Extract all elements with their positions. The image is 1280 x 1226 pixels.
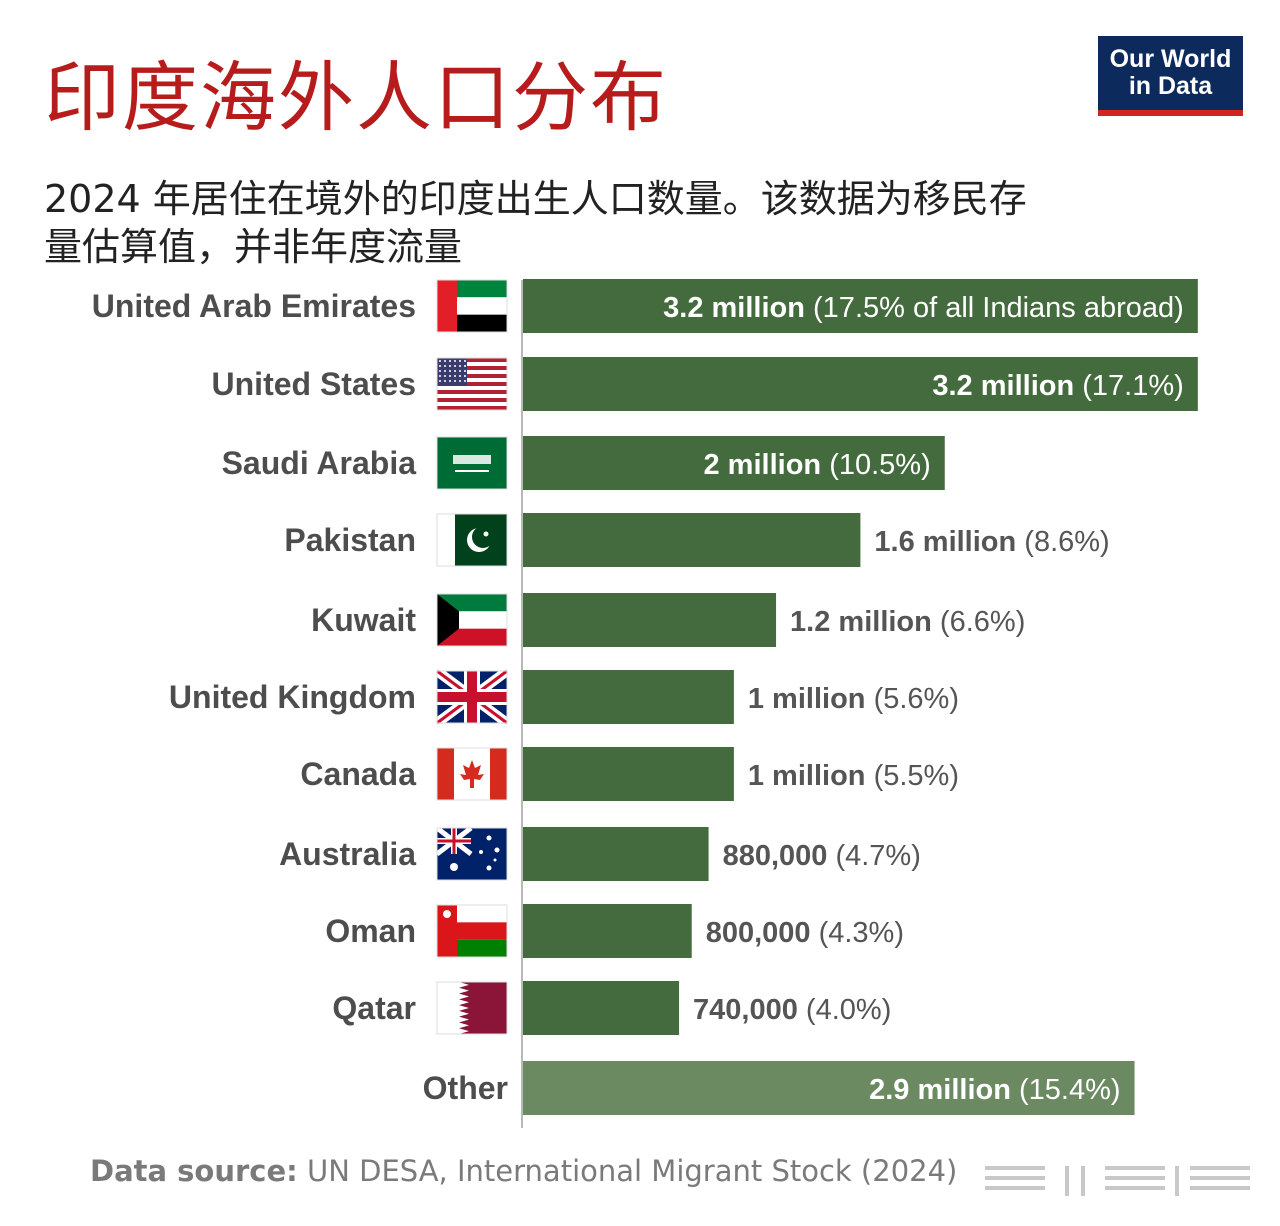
bar-oman xyxy=(523,904,692,958)
category-label: Canada xyxy=(300,756,416,792)
bar-other xyxy=(523,1061,1135,1115)
watermark-icon xyxy=(985,1166,1250,1196)
data-source-text: UN DESA, International Migrant Stock (20… xyxy=(306,1154,958,1188)
category-label: United Arab Emirates xyxy=(92,288,416,324)
value-label: 740,000 (4.0%) xyxy=(693,994,891,1026)
oman-flag-icon xyxy=(436,904,508,958)
category-label: Saudi Arabia xyxy=(222,445,417,481)
value-label: 2.9 million (15.4%) xyxy=(869,1074,1120,1106)
logo-accent-bar xyxy=(1098,110,1243,116)
category-label: Oman xyxy=(325,913,416,949)
value-label: 800,000 (4.3%) xyxy=(706,917,904,949)
data-source-label: Data source: xyxy=(90,1154,298,1188)
bar-united-kingdom xyxy=(523,670,734,724)
category-label: Australia xyxy=(279,836,416,872)
value-label: 3.2 million (17.5% of all Indians abroad… xyxy=(663,292,1184,324)
category-label: Other xyxy=(423,1070,508,1106)
logo-line-1: Our World xyxy=(1109,45,1232,73)
chart-title: 印度海外人口分布 xyxy=(44,53,668,142)
qatar-flag-icon xyxy=(436,981,508,1035)
category-label: United Kingdom xyxy=(169,679,416,715)
uae-flag-icon xyxy=(436,279,508,333)
category-label: Pakistan xyxy=(284,522,416,558)
category-label: Kuwait xyxy=(311,602,416,638)
value-label: 3.2 million (17.1%) xyxy=(932,370,1183,402)
bar-pakistan xyxy=(523,513,861,567)
chart-subtitle: 2024 年居住在境外的印度出生人口数量。该数据为移民存量估算值，并非年度流量 xyxy=(44,177,1027,269)
logo-line-2: in Data xyxy=(1128,72,1213,100)
bar-qatar xyxy=(523,981,680,1035)
value-label: 1.6 million (8.6%) xyxy=(874,526,1109,558)
value-label: 1 million (5.5%) xyxy=(748,760,959,792)
data-source: Data source: UN DESA, International Migr… xyxy=(90,1154,957,1188)
value-label: 1.2 million (6.6%) xyxy=(790,606,1025,638)
uk-flag-icon xyxy=(434,666,510,728)
pakistan-flag-icon xyxy=(436,513,508,567)
owid-logo: Our World in Data xyxy=(1098,36,1243,116)
bar-kuwait xyxy=(523,593,777,647)
value-label: 2 million (10.5%) xyxy=(704,449,931,481)
canada-flag-icon xyxy=(436,747,508,801)
bar-canada xyxy=(523,747,734,801)
bar-australia xyxy=(523,827,709,881)
bar-saudi-arabia xyxy=(523,436,945,490)
bar-united-arab-emirates xyxy=(523,279,1198,333)
usa-flag-icon xyxy=(436,357,508,411)
value-label: 1 million (5.6%) xyxy=(748,683,959,715)
saudi-arabia-flag-icon xyxy=(436,436,508,490)
category-label: Qatar xyxy=(332,990,416,1026)
australia-flag-icon xyxy=(435,826,508,881)
category-label: United States xyxy=(212,366,416,402)
kuwait-flag-icon xyxy=(436,593,508,647)
bar-united-states xyxy=(523,357,1198,411)
value-label: 880,000 (4.7%) xyxy=(723,840,921,872)
